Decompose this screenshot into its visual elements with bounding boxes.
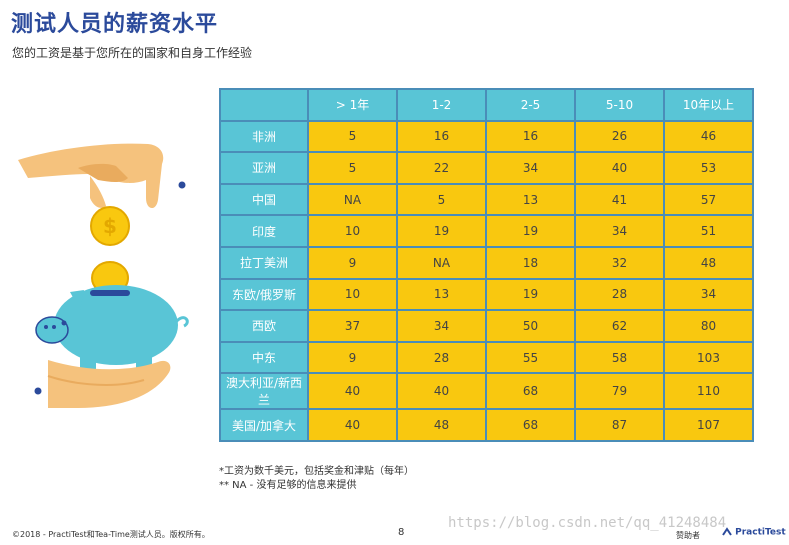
salary-value: 34 [485, 151, 576, 185]
salary-value: NA [396, 245, 487, 280]
table-row: 中东 9 28 55 58 103 [219, 340, 754, 375]
supporting-hand-icon [47, 360, 171, 408]
column-header: 1-2 [396, 88, 487, 122]
salary-value: 48 [663, 245, 754, 280]
region-label: 亚洲 [219, 151, 309, 185]
salary-value: 5 [307, 151, 398, 185]
svg-text:$: $ [103, 214, 117, 238]
salary-value: 10 [307, 214, 398, 248]
salary-value: 9 [307, 340, 398, 375]
salary-value: 22 [396, 151, 487, 185]
salary-value: 57 [663, 182, 754, 217]
column-header: > 1年 [307, 88, 398, 122]
salary-value: 68 [485, 372, 576, 411]
table-row: 亚洲 5 22 34 40 53 [219, 151, 754, 185]
salary-value: 40 [396, 372, 487, 411]
salary-value: 40 [307, 372, 398, 411]
practitest-logo: PractiTest [722, 527, 786, 538]
salary-value: 37 [307, 309, 398, 343]
salary-value: 18 [485, 245, 576, 280]
sponsor-label: 赞助者 [676, 531, 700, 540]
salary-value: 13 [396, 277, 487, 312]
page-number: 8 [398, 527, 405, 538]
watermark-url: https://blog.csdn.net/qq_41248484 [448, 515, 727, 531]
salary-value: 48 [396, 408, 487, 442]
column-header: 5-10 [574, 88, 665, 122]
salary-value: 32 [574, 245, 665, 280]
salary-value: 16 [396, 119, 487, 154]
salary-value: 16 [485, 119, 576, 154]
region-label: 澳大利亚/新西兰 [219, 372, 309, 411]
table-row: 非洲 5 16 16 26 46 [219, 119, 754, 154]
salary-value: 55 [485, 340, 576, 375]
salary-value: 19 [396, 214, 487, 248]
region-label: 东欧/俄罗斯 [219, 277, 309, 312]
region-label: 美国/加拿大 [219, 408, 309, 442]
footnote-na: ** NA - 没有足够的信息来提供 [219, 480, 357, 491]
salary-value: 26 [574, 119, 665, 154]
practitest-logo-icon [722, 527, 732, 536]
salary-value: 46 [663, 119, 754, 154]
salary-value: 110 [663, 372, 754, 411]
region-label: 西欧 [219, 309, 309, 343]
column-header: 10年以上 [663, 88, 754, 122]
salary-value: 51 [663, 214, 754, 248]
salary-value: 62 [574, 309, 665, 343]
salary-value: 13 [485, 182, 576, 217]
salary-value: 41 [574, 182, 665, 217]
table-row: 拉丁美洲 9 NA 18 32 48 [219, 245, 754, 280]
salary-value: 5 [396, 182, 487, 217]
salary-value: 28 [574, 277, 665, 312]
salary-value: 87 [574, 408, 665, 442]
salary-value: 34 [663, 277, 754, 312]
salary-value: 103 [663, 340, 754, 375]
table-row: 澳大利亚/新西兰 40 40 68 79 110 [219, 372, 754, 411]
region-label: 拉丁美洲 [219, 245, 309, 280]
region-label: 印度 [219, 214, 309, 248]
salary-value: 28 [396, 340, 487, 375]
salary-value: 80 [663, 309, 754, 343]
salary-value: 9 [307, 245, 398, 280]
salary-value: 19 [485, 214, 576, 248]
dollar-coin-icon: $ [90, 206, 130, 246]
salary-value: 34 [574, 214, 665, 248]
salary-value: 19 [485, 277, 576, 312]
region-label: 非洲 [219, 119, 309, 154]
logo-text: PractiTest [735, 527, 786, 538]
page-title: 测试人员的薪资水平 [11, 12, 219, 37]
salary-value: 68 [485, 408, 576, 442]
salary-value: 40 [307, 408, 398, 442]
piggy-bank-icon [35, 285, 189, 374]
salary-value: 10 [307, 277, 398, 312]
hand-dropping-coin-icon [18, 143, 164, 209]
table-row: 中国 NA 5 13 41 57 [219, 182, 754, 217]
footnote-salary: *工资为数千美元，包括奖金和津贴（每年） [219, 466, 414, 477]
copyright-text: ©2018 - PractiTest和Tea-Time测试人员。版权所有。 [12, 530, 210, 539]
salary-value: 40 [574, 151, 665, 185]
table-row: 西欧 37 34 50 62 80 [219, 309, 754, 343]
salary-value: 50 [485, 309, 576, 343]
table-row: 美国/加拿大 40 48 68 87 107 [219, 408, 754, 442]
salary-table: > 1年 1-2 2-5 5-10 10年以上 非洲 5 16 16 26 46… [219, 88, 754, 442]
table-row: 东欧/俄罗斯 10 13 19 28 34 [219, 277, 754, 312]
salary-value: 53 [663, 151, 754, 185]
salary-value: 34 [396, 309, 487, 343]
table-corner-cell [219, 88, 309, 122]
table-header-row: > 1年 1-2 2-5 5-10 10年以上 [219, 88, 754, 122]
salary-value: 5 [307, 119, 398, 154]
table-row: 印度 10 19 19 34 51 [219, 214, 754, 248]
salary-value: NA [307, 182, 398, 217]
salary-value: 58 [574, 340, 665, 375]
savings-illustration: $ [18, 143, 189, 408]
page-subtitle: 您的工资是基于您所在的国家和自身工作经验 [12, 46, 253, 60]
region-label: 中国 [219, 182, 309, 217]
region-label: 中东 [219, 340, 309, 375]
column-header: 2-5 [485, 88, 576, 122]
salary-value: 107 [663, 408, 754, 442]
salary-value: 79 [574, 372, 665, 411]
